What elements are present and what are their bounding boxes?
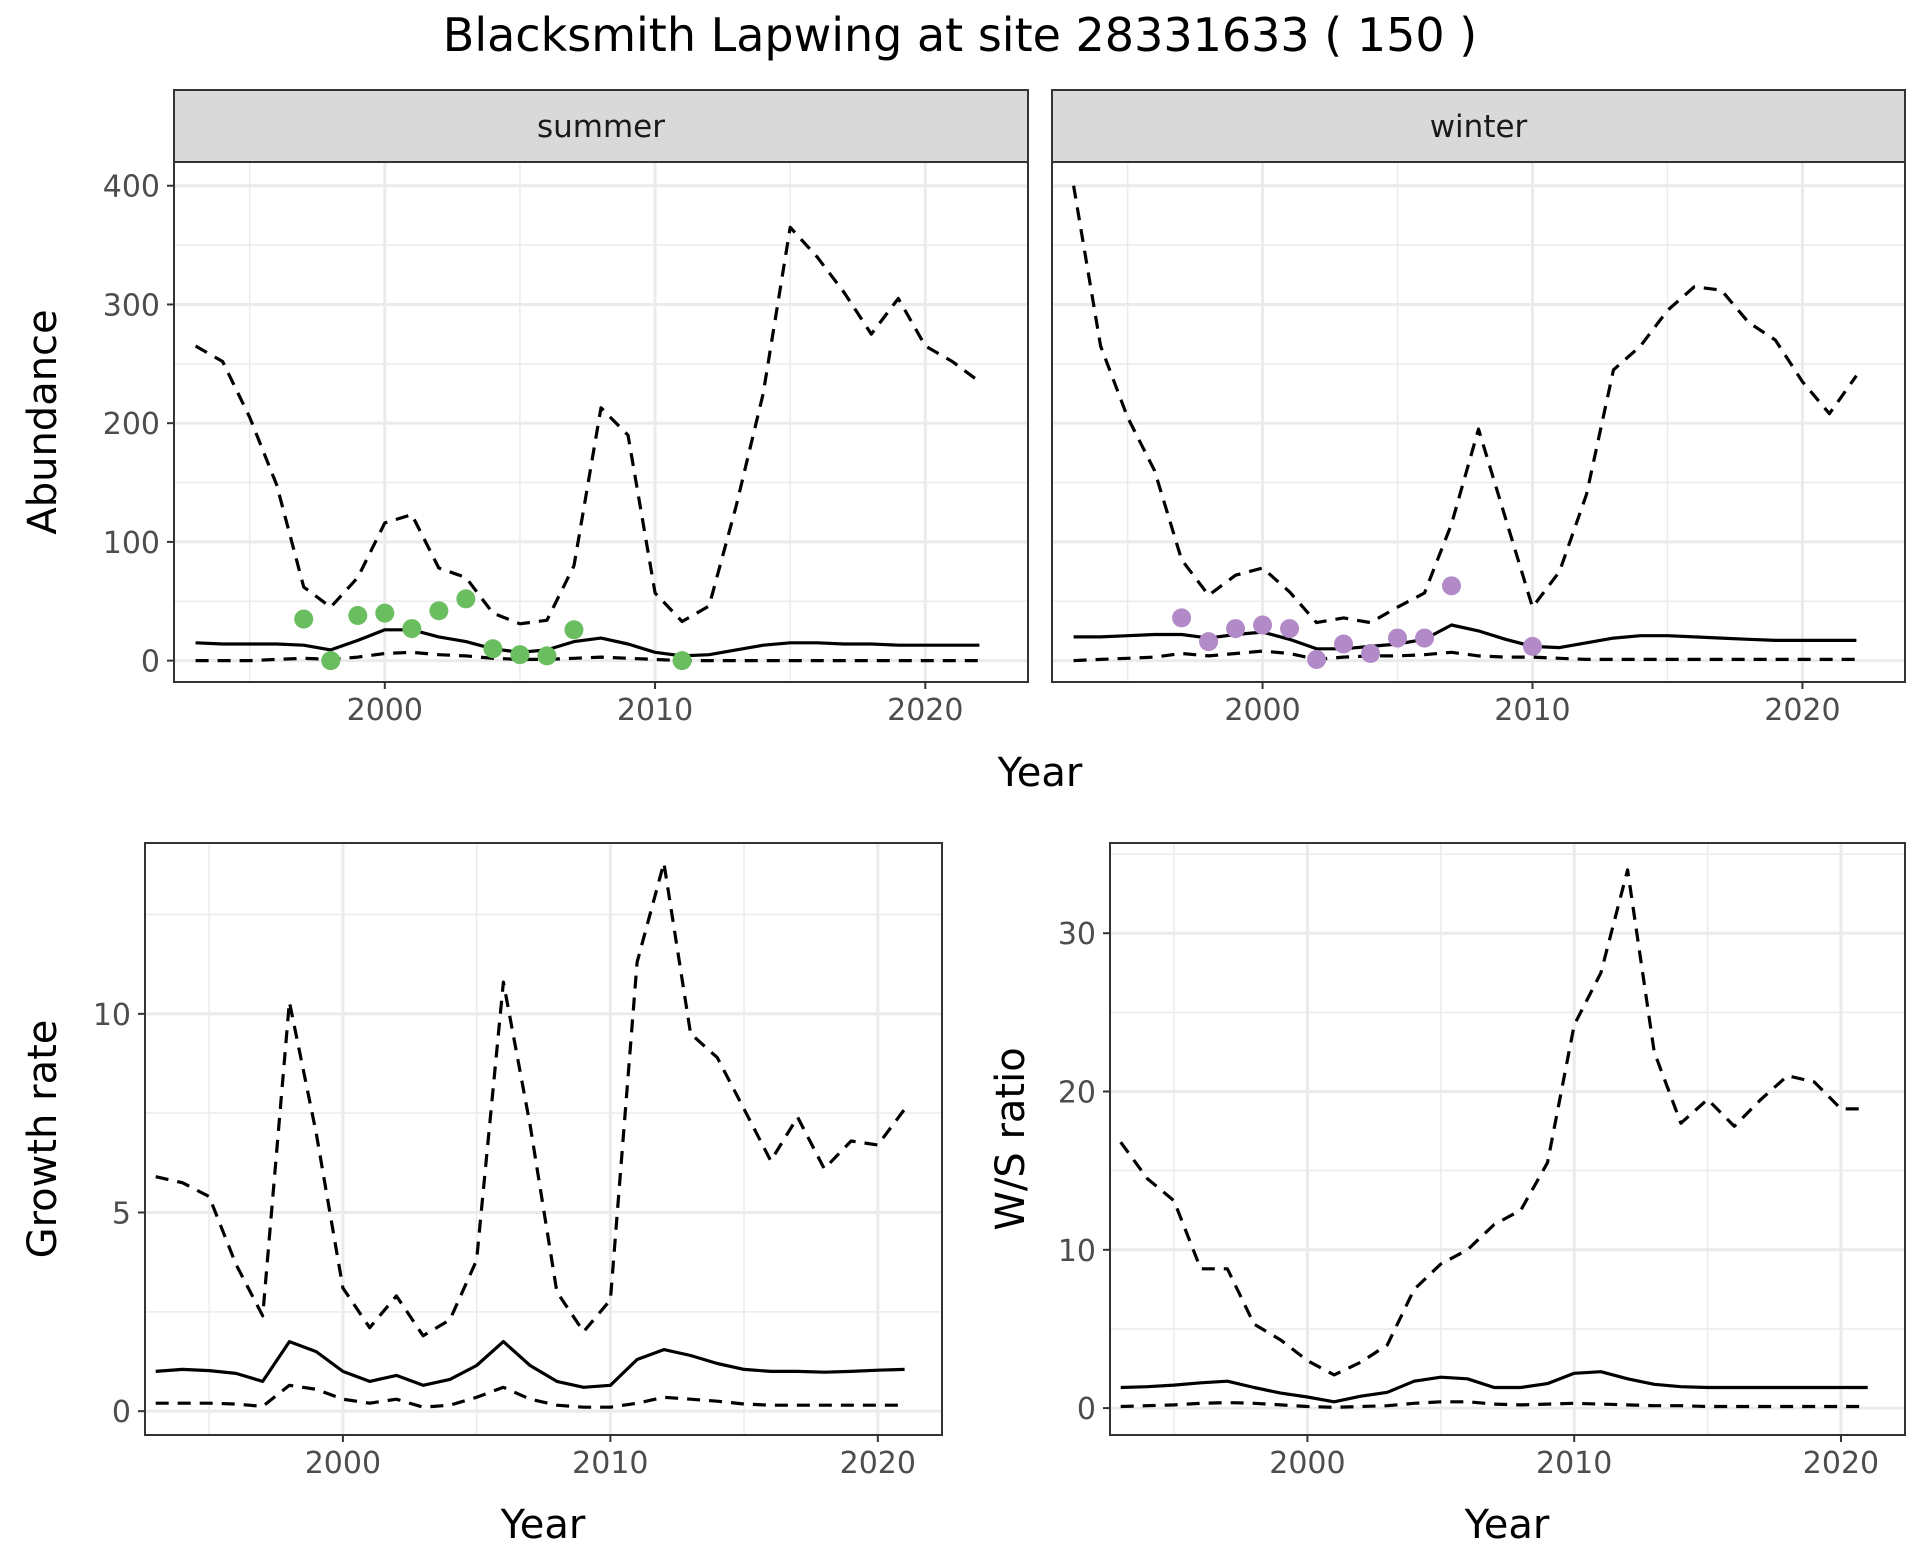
y-tick-label: 20 [1058, 1076, 1096, 1111]
x-axis-title-shared: Year [997, 750, 1083, 796]
x-tick-label: 2020 [1764, 693, 1840, 728]
y-axis-title: W/S ratio [988, 1047, 1034, 1230]
series-line-upper [194, 225, 981, 626]
data-point [348, 606, 368, 626]
data-point [510, 645, 530, 665]
y-tick-label: 30 [1058, 917, 1096, 952]
facet-strip-winter [1051, 89, 1906, 163]
series-line-upper [1072, 185, 1858, 625]
data-point [1522, 636, 1542, 656]
data-point [1172, 608, 1192, 628]
data-point [1253, 615, 1273, 635]
data-point [456, 589, 476, 609]
x-tick-label: 2020 [1803, 1446, 1879, 1481]
data-point [1199, 632, 1219, 652]
x-tick-label: 2020 [887, 693, 963, 728]
data-point [1361, 644, 1381, 664]
series-line-lower [1120, 1400, 1868, 1409]
series-line-lower [155, 1383, 905, 1409]
y-tick-label: 0 [112, 1395, 131, 1430]
data-point [1442, 576, 1462, 596]
data-point [1280, 619, 1300, 639]
y-tick-label: 10 [1058, 1234, 1096, 1269]
y-tick-label: 100 [103, 526, 160, 561]
panel-border [1109, 842, 1906, 1436]
data-point [1226, 619, 1246, 639]
y-tick-label: 5 [112, 1197, 131, 1232]
series-line-upper [1119, 868, 1868, 1377]
data-point [321, 651, 341, 671]
x-tick-label: 2020 [840, 1446, 916, 1481]
panel-border [144, 842, 943, 1436]
data-point [294, 609, 314, 629]
x-tick-label: 2010 [572, 1446, 648, 1481]
x-tick-label: 2000 [1269, 1446, 1345, 1481]
facet-strip-summer [173, 89, 1029, 163]
data-point [429, 601, 449, 621]
x-tick-label: 2000 [1224, 693, 1300, 728]
y-axis-title: Abundance [20, 309, 66, 534]
facet-label-summer: summer [537, 109, 665, 145]
x-tick-label: 2010 [617, 693, 693, 728]
data-point [537, 646, 557, 666]
x-tick-label: 2000 [305, 1446, 381, 1481]
y-tick-label: 0 [1077, 1392, 1096, 1427]
data-point [483, 639, 503, 659]
facet-label-winter: winter [1430, 109, 1528, 145]
y-tick-label: 10 [93, 998, 131, 1033]
data-point [1388, 628, 1408, 648]
data-point [564, 620, 584, 640]
plot-background [145, 843, 942, 1435]
series-line-estimate [195, 628, 980, 658]
data-point [672, 651, 692, 671]
y-tick-label: 200 [103, 407, 160, 442]
x-tick-label: 2000 [347, 693, 423, 728]
y-tick-label: 0 [141, 645, 160, 680]
x-tick-label: 2010 [1536, 1446, 1612, 1481]
y-tick-label: 400 [103, 170, 160, 205]
data-point [1307, 649, 1327, 669]
series-line-upper [155, 861, 906, 1338]
figure-title: Blacksmith Lapwing at site 28331633 ( 15… [442, 8, 1478, 62]
x-axis-title: Year [1464, 1502, 1550, 1548]
panel-border [1051, 161, 1906, 683]
panel-growth-rate: 2000 2010 2020 0 5 10 Growth rate Year [20, 842, 943, 1548]
series-line-estimate [1120, 1370, 1868, 1404]
data-point [402, 619, 422, 639]
plot-background [1110, 843, 1905, 1435]
panel-abundance-winter: winter 2000 2010 2020 [1051, 89, 1906, 728]
panel-abundance-summer: summer 2000 2010 2020 0 100 200 300 400 Abundance [20, 89, 1029, 728]
x-axis-title: Year [500, 1502, 586, 1548]
panel-ws-ratio: 2000 2010 2020 0 10 20 30 W/S ratio Year [988, 842, 1906, 1548]
data-point [1415, 628, 1435, 648]
data-point [375, 603, 395, 623]
data-point [1334, 634, 1354, 654]
panel-border [173, 161, 1029, 683]
y-tick-label: 300 [103, 288, 160, 323]
series-line-estimate [155, 1340, 905, 1389]
x-tick-label: 2010 [1494, 693, 1570, 728]
y-axis-title: Growth rate [20, 1020, 66, 1259]
